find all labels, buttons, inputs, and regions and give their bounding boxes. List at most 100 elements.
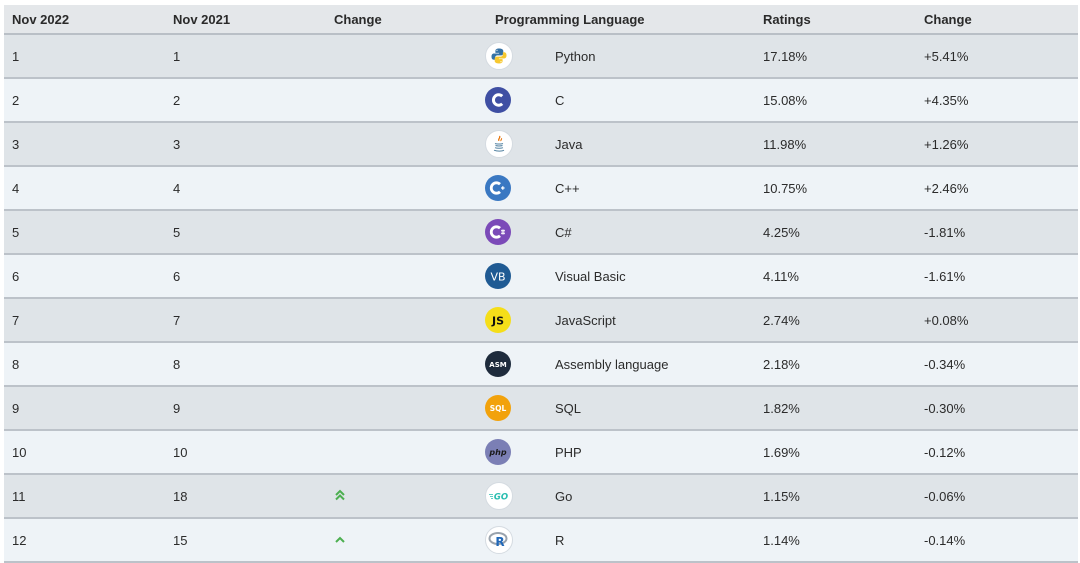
rating-change-value: -1.81% xyxy=(916,210,1078,255)
rating-change-value: -0.14% xyxy=(916,518,1078,563)
rank-change xyxy=(326,78,487,123)
language-logo-cell: php xyxy=(485,430,547,475)
rank-nov-2021: 5 xyxy=(165,210,326,255)
rank-nov-2022: 12 xyxy=(4,518,165,563)
rating-value: 17.18% xyxy=(755,34,916,79)
rank-nov-2021: 1 xyxy=(165,34,326,79)
rank-nov-2022: 2 xyxy=(4,78,165,123)
rating-value: 15.08% xyxy=(755,78,916,123)
tiobe-index-table: Nov 2022 Nov 2021 Change Programming Lan… xyxy=(4,5,1078,563)
rating-change-value: +1.26% xyxy=(916,122,1078,167)
language-name: Java xyxy=(547,122,755,167)
go-icon: GO xyxy=(485,482,547,510)
visual-basic-icon: VB xyxy=(485,263,547,289)
rating-value: 10.75% xyxy=(755,166,916,211)
rank-change xyxy=(326,342,487,387)
language-logo-cell: SQL xyxy=(485,386,547,431)
table-header: Nov 2022 Nov 2021 Change Programming Lan… xyxy=(4,5,1078,35)
rank-nov-2021: 18 xyxy=(165,474,326,519)
rank-change xyxy=(326,518,487,563)
rank-change xyxy=(326,166,487,211)
header-ratings[interactable]: Ratings xyxy=(755,5,916,35)
language-logo-cell xyxy=(485,122,547,167)
rating-change-value: -0.30% xyxy=(916,386,1078,431)
rank-nov-2021: 2 xyxy=(165,78,326,123)
language-logo-cell: GO xyxy=(485,474,547,519)
rank-nov-2022: 1 xyxy=(4,34,165,79)
rank-nov-2021: 8 xyxy=(165,342,326,387)
language-logo-cell xyxy=(485,78,547,123)
header-programming-language[interactable]: Programming Language xyxy=(487,5,755,35)
rank-nov-2022: 9 xyxy=(4,386,165,431)
rank-change xyxy=(326,210,487,255)
rating-value: 1.82% xyxy=(755,386,916,431)
header-row: Nov 2022 Nov 2021 Change Programming Lan… xyxy=(4,5,1078,35)
rank-nov-2021: 10 xyxy=(165,430,326,475)
rating-value: 4.11% xyxy=(755,254,916,299)
rating-value: 4.25% xyxy=(755,210,916,255)
language-logo-cell: R xyxy=(485,518,547,563)
rank-nov-2022: 7 xyxy=(4,298,165,343)
rating-value: 1.14% xyxy=(755,518,916,563)
rank-nov-2021: 7 xyxy=(165,298,326,343)
rank-nov-2022: 11 xyxy=(4,474,165,519)
header-change[interactable]: Change xyxy=(326,5,487,35)
rank-nov-2022: 5 xyxy=(4,210,165,255)
rating-change-value: +4.35% xyxy=(916,78,1078,123)
table-row: 11 18 GO Go 1.15% -0.06% xyxy=(4,474,1078,519)
language-name: C xyxy=(547,78,755,123)
rating-change-value: -0.06% xyxy=(916,474,1078,519)
rank-change xyxy=(326,34,487,79)
language-logo-cell: JS xyxy=(485,298,547,343)
language-logo-cell xyxy=(485,34,547,79)
rank-nov-2022: 4 xyxy=(4,166,165,211)
language-name: Visual Basic xyxy=(547,254,755,299)
rating-value: 2.18% xyxy=(755,342,916,387)
language-name: SQL xyxy=(547,386,755,431)
rank-nov-2022: 8 xyxy=(4,342,165,387)
language-logo-cell: ASM xyxy=(485,342,547,387)
r-icon: R xyxy=(485,526,547,554)
svg-text:ASM: ASM xyxy=(489,361,506,369)
php-icon: php xyxy=(485,439,547,465)
svg-text:SQL: SQL xyxy=(490,404,507,413)
tiobe-index-table-container: Nov 2022 Nov 2021 Change Programming Lan… xyxy=(4,5,1078,563)
header-nov-2021[interactable]: Nov 2021 xyxy=(165,5,326,35)
header-rating-change[interactable]: Change xyxy=(916,5,1078,35)
rank-nov-2021: 3 xyxy=(165,122,326,167)
rank-change xyxy=(326,122,487,167)
table-row: 12 15 R R 1.14% -0.14% xyxy=(4,518,1078,563)
rank-change xyxy=(326,254,487,299)
language-name: R xyxy=(547,518,755,563)
rating-value: 2.74% xyxy=(755,298,916,343)
rating-value: 11.98% xyxy=(755,122,916,167)
rank-nov-2021: 9 xyxy=(165,386,326,431)
python-icon xyxy=(485,42,547,70)
sql-icon: SQL xyxy=(485,395,547,421)
svg-text:JS: JS xyxy=(491,315,504,328)
csharp-icon xyxy=(485,219,547,245)
c-icon xyxy=(485,87,547,113)
rank-nov-2021: 15 xyxy=(165,518,326,563)
double-chevron-up-icon xyxy=(334,489,346,505)
header-nov-2022[interactable]: Nov 2022 xyxy=(4,5,165,35)
rating-change-value: -1.61% xyxy=(916,254,1078,299)
table-row: 10 10 php PHP 1.69% -0.12% xyxy=(4,430,1078,475)
rating-change-value: -0.12% xyxy=(916,430,1078,475)
rank-change xyxy=(326,474,487,519)
language-name: Go xyxy=(547,474,755,519)
language-name: JavaScript xyxy=(547,298,755,343)
language-name: PHP xyxy=(547,430,755,475)
language-logo-cell xyxy=(485,166,547,211)
rating-change-value: +2.46% xyxy=(916,166,1078,211)
language-name: Python xyxy=(547,34,755,79)
java-icon xyxy=(485,130,547,158)
